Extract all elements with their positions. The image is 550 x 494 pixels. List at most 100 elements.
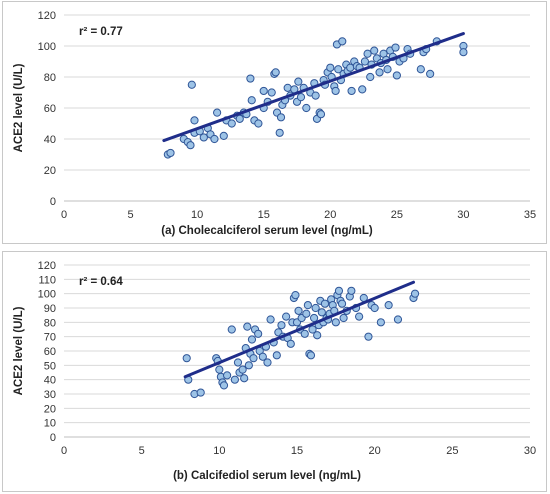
data-point <box>311 91 320 100</box>
scatter-chart-calcifediol: 0 10 20 30 40 50 60 70 80 90 100 110 120 0 5 10 15 20 25 30… <box>13 260 536 482</box>
r-squared-annotation: r² = 0.77 <box>79 26 123 38</box>
data-point <box>416 65 425 74</box>
y-tick-label: 100 <box>38 41 56 53</box>
data-point <box>267 88 276 97</box>
x-tick-label: 5 <box>128 209 134 221</box>
x-axis: 0 5 10 15 20 25 30 35 <box>61 209 536 221</box>
data-point <box>426 69 435 79</box>
data-point <box>376 318 385 327</box>
y-tick-label: 50 <box>44 360 56 372</box>
data-point <box>276 113 286 122</box>
data-point <box>302 309 311 318</box>
x-tick-label: 20 <box>324 209 336 221</box>
x-tick-label: 35 <box>524 209 536 221</box>
data-point <box>215 365 224 374</box>
y-tick-label: 20 <box>44 403 56 415</box>
data-point <box>358 85 367 94</box>
data-point <box>391 43 400 52</box>
data-point <box>294 306 303 315</box>
data-point <box>331 86 340 96</box>
data-point <box>223 371 232 380</box>
data-point <box>316 110 326 119</box>
y-axis: 0 10 20 30 40 50 60 70 80 90 100 110 120 <box>38 260 56 444</box>
data-point <box>370 303 379 313</box>
data-point <box>243 322 252 331</box>
x-tick-label: 5 <box>139 445 145 457</box>
data-point <box>233 358 243 367</box>
data-point <box>186 141 195 150</box>
y-tick-label: 100 <box>38 289 56 301</box>
y-tick-label: 120 <box>38 260 56 272</box>
x-tick-label: 30 <box>524 445 536 457</box>
data-point <box>308 325 317 334</box>
data-point <box>227 119 236 128</box>
data-point <box>311 303 320 313</box>
data-point <box>247 335 257 344</box>
y-tick-label: 90 <box>44 303 56 315</box>
data-point <box>410 289 420 298</box>
data-point <box>384 301 393 310</box>
data-point <box>300 329 309 338</box>
data-point <box>187 80 196 89</box>
data-point <box>166 148 175 158</box>
data-point <box>254 119 263 128</box>
data-point <box>302 103 311 113</box>
data-point <box>355 312 364 321</box>
data-point <box>317 308 326 317</box>
data-point <box>392 71 401 80</box>
data-point <box>331 318 340 327</box>
x-tick-label: 25 <box>391 209 403 221</box>
data-point <box>235 114 244 123</box>
data-point <box>286 339 295 348</box>
data-point <box>363 49 372 58</box>
gridlines <box>64 14 530 202</box>
data-point <box>306 351 316 360</box>
y-tick-label: 80 <box>44 317 56 329</box>
data-point <box>219 381 229 390</box>
data-point <box>339 313 348 323</box>
data-point <box>190 116 199 125</box>
data-point <box>393 315 403 324</box>
data-point <box>360 57 370 66</box>
data-point <box>240 374 249 383</box>
data-point <box>227 325 236 334</box>
y-tick-label: 80 <box>44 72 56 84</box>
data-point <box>347 86 356 96</box>
chart-panel-calcifediol: 0 10 20 30 40 50 60 70 80 90 100 110 120 0 5 10 15 20 25 30… <box>2 251 547 492</box>
y-tick-label: 60 <box>44 103 56 115</box>
data-point <box>337 299 347 308</box>
data-points <box>163 37 468 159</box>
data-point <box>283 83 292 92</box>
x-tick-label: 0 <box>61 209 67 221</box>
data-point <box>383 65 392 74</box>
y-tick-label: 30 <box>44 389 56 401</box>
x-tick-label: 10 <box>213 445 225 457</box>
x-tick-label: 15 <box>291 445 303 457</box>
y-axis-title: ACE2 level (U/L) <box>13 306 25 395</box>
data-point <box>249 354 258 363</box>
data-point <box>196 388 205 397</box>
data-point <box>338 37 347 46</box>
data-point <box>275 128 284 137</box>
y-tick-label: 40 <box>44 134 56 146</box>
data-point <box>296 93 306 102</box>
data-point <box>219 131 228 140</box>
x-axis: 0 5 10 15 20 25 30 <box>61 445 536 457</box>
trendline <box>162 32 465 143</box>
data-point <box>258 352 267 361</box>
chart-panel-cholecalciferol: 0 20 40 60 80 100 120 0 5 10 15 20 25 30 35 (a) Choleca… <box>2 1 547 244</box>
data-point <box>199 133 208 142</box>
x-axis-title: (b) Calcifediol serum level (ng/mL) <box>173 470 361 482</box>
y-tick-label: 0 <box>50 196 56 208</box>
data-point <box>282 312 291 321</box>
y-tick-label: 120 <box>38 10 56 22</box>
x-tick-label: 25 <box>446 445 458 457</box>
data-point <box>375 68 384 77</box>
data-point <box>272 351 281 360</box>
data-point <box>366 72 375 82</box>
data-point <box>334 286 344 295</box>
x-tick-label: 20 <box>369 445 381 457</box>
x-tick-label: 30 <box>457 209 469 221</box>
data-point <box>459 48 468 57</box>
data-points <box>182 286 420 399</box>
